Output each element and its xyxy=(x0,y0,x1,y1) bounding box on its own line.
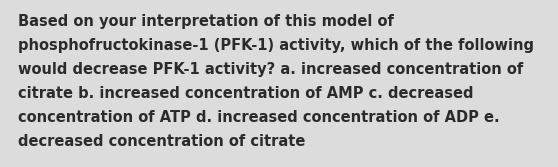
Text: would decrease PFK-1 activity? a. increased concentration of: would decrease PFK-1 activity? a. increa… xyxy=(18,62,523,77)
Text: phosphofructokinase-1 (PFK-1) activity, which of the following: phosphofructokinase-1 (PFK-1) activity, … xyxy=(18,38,534,53)
Text: citrate b. increased concentration of AMP c. decreased: citrate b. increased concentration of AM… xyxy=(18,86,474,101)
Text: concentration of ATP d. increased concentration of ADP e.: concentration of ATP d. increased concen… xyxy=(18,110,499,125)
Text: Based on your interpretation of this model of: Based on your interpretation of this mod… xyxy=(18,14,394,29)
Text: decreased concentration of citrate: decreased concentration of citrate xyxy=(18,134,305,149)
